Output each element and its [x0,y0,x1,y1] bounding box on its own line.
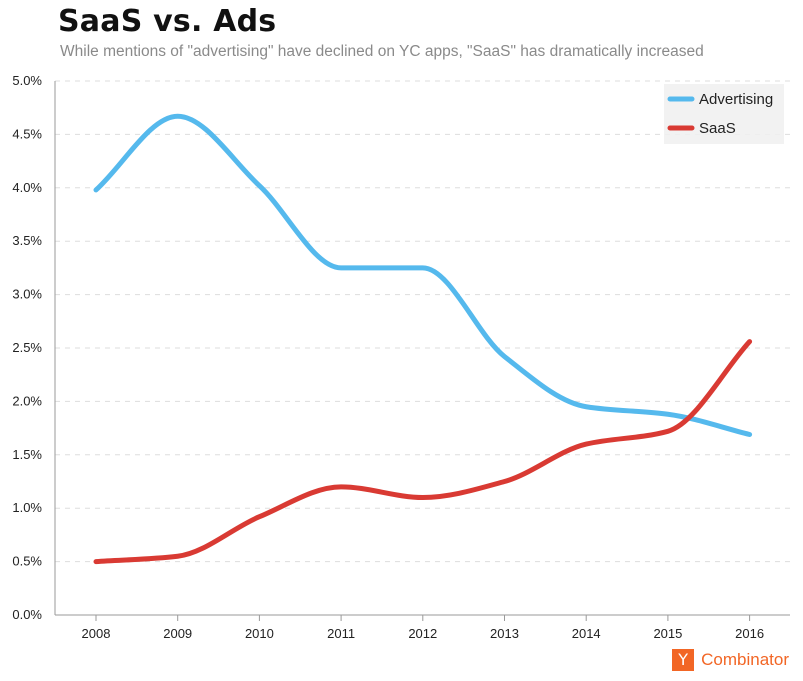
y-tick-label: 5.0% [12,73,42,88]
x-tick-label: 2009 [163,626,192,641]
y-tick-label: 4.5% [12,126,42,141]
advertising-line [93,113,753,438]
x-tick-label: 2012 [408,626,437,641]
x-tick-label: 2008 [82,626,111,641]
y-tick-label: 4.0% [12,180,42,195]
y-tick-label: 3.5% [12,233,42,248]
x-tick-label: 2014 [572,626,601,641]
x-tick-label: 2011 [327,626,355,641]
legend: Advertising SaaS [664,84,784,144]
y-combinator-logo-icon: Y [672,649,695,671]
x-tick-label: 2016 [735,626,764,641]
series-lines [93,113,753,565]
x-tick-labels: 2008 2009 2010 2011 2012 2013 2014 2015 2016 [82,626,765,641]
x-tick-label: 2010 [245,626,274,641]
y-tick-label: 3.0% [12,287,42,302]
chart-subtitle: While mentions of "advertising" have dec… [60,43,704,60]
y-tick-label: 0.0% [12,607,42,622]
y-tick-label: 1.5% [12,447,42,462]
x-tick-label: 2015 [653,626,682,641]
saas-line [93,339,753,565]
y-tick-labels: 0.0% 0.5% 1.0% 1.5% 2.0% 2.5% 3.0% 3.5% 4.0% 4.5%… [12,73,42,622]
y-tick-label: 0.5% [12,554,42,569]
y-tick-label: 2.5% [12,340,42,355]
y-combinator-logo: Y Combinator [672,649,789,671]
y-tick-label: 2.0% [12,393,42,408]
x-tick-label: 2013 [490,626,519,641]
y-combinator-logo-text: Combinator [701,650,789,669]
grid-lines [55,80,790,563]
legend-box [664,84,784,144]
legend-label-saas: SaaS [699,120,736,137]
axes [54,81,790,621]
chart-title: SaaS vs. Ads [58,4,277,39]
y-tick-label: 1.0% [12,500,42,515]
legend-label-advertising: Advertising [699,91,773,108]
